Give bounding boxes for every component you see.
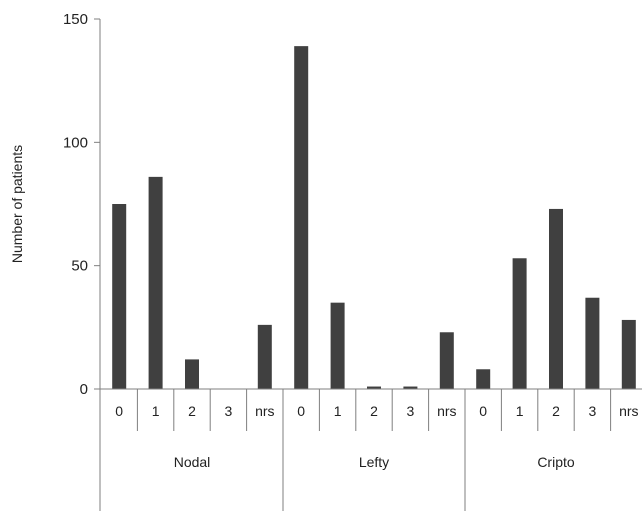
- bar: [585, 297, 600, 389]
- bar: [185, 359, 199, 389]
- bar: [148, 176, 163, 389]
- y-tick-label: 50: [71, 258, 88, 275]
- category-label: 3: [589, 403, 597, 419]
- x-axis: 0 1 2 3 nrs Nodal 0 1 2 3 nrs Lefty 0 1 2 3 nrs Cripto: [100, 388, 642, 511]
- y-tick-label: 0: [80, 381, 88, 398]
- category-label: 2: [552, 403, 560, 419]
- group-label: Cripto: [537, 454, 575, 470]
- y-axis: 0 50 100 150: [63, 11, 101, 511]
- bar: [330, 302, 345, 389]
- bar: [512, 258, 527, 389]
- y-tick-label: 150: [63, 11, 88, 28]
- bar: [257, 324, 272, 389]
- bar: [294, 46, 309, 390]
- bar: [403, 386, 418, 389]
- y-tick-label: 100: [63, 134, 88, 151]
- bar: [549, 208, 563, 389]
- group-label: Nodal: [174, 454, 211, 470]
- category-label: 1: [334, 403, 342, 419]
- category-label: nrs: [255, 403, 274, 419]
- category-label: 0: [479, 403, 487, 419]
- bars: [112, 46, 636, 390]
- bar: [476, 369, 491, 389]
- category-label: 0: [297, 403, 305, 419]
- bar: [439, 332, 454, 389]
- category-label: nrs: [619, 403, 638, 419]
- category-label: 0: [115, 403, 123, 419]
- category-label: nrs: [437, 403, 456, 419]
- bar: [621, 319, 636, 389]
- category-label: 3: [407, 403, 415, 419]
- category-label: 1: [516, 403, 524, 419]
- category-label: 1: [152, 403, 160, 419]
- category-label: 3: [225, 403, 233, 419]
- category-label: 2: [188, 403, 196, 419]
- group-label: Lefty: [359, 454, 389, 470]
- bar: [112, 204, 127, 389]
- category-label: 2: [370, 403, 378, 419]
- bar: [367, 386, 381, 389]
- y-axis-label: Number of patients: [9, 145, 25, 263]
